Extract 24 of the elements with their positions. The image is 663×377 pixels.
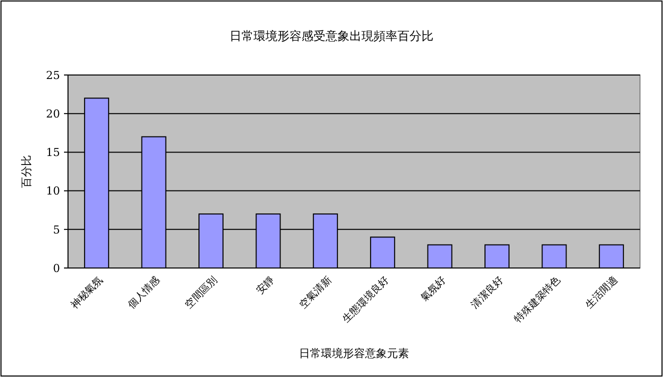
x-tick-label: 空氣清新	[297, 274, 334, 311]
y-tick-label: 10	[46, 184, 60, 198]
bar	[370, 236, 396, 268]
x-tick-label: 安靜	[254, 274, 277, 297]
x-tick-label: 特殊建築特色	[512, 274, 563, 326]
x-tick-label: 個人情感	[126, 274, 162, 311]
x-tick-label: 氣氛好	[419, 274, 448, 304]
y-axis-title: 百分比	[20, 155, 33, 188]
y-tick-label: 15	[46, 146, 60, 160]
y-tick-label: 20	[46, 107, 60, 120]
bar	[598, 244, 624, 268]
x-tick-label: 生態環境良好	[340, 274, 392, 326]
y-tick-label: 5	[53, 223, 60, 236]
x-tick-label: 生活閒適	[583, 274, 620, 311]
bar	[542, 244, 567, 268]
chart-title: 日常環境形容感受意象出現頻率百分比	[230, 29, 434, 43]
y-tick-label: 25	[46, 68, 60, 82]
x-tick-label: 神秘氣氛	[68, 274, 106, 311]
bar	[427, 244, 452, 268]
x-tick-label: 清潔良好	[468, 274, 506, 311]
x-tick-label: 空間區別	[182, 274, 220, 311]
bar	[484, 244, 510, 268]
x-axis-title: 日常環境形容意象元素	[299, 347, 409, 360]
y-tick-label: 0	[53, 262, 60, 275]
